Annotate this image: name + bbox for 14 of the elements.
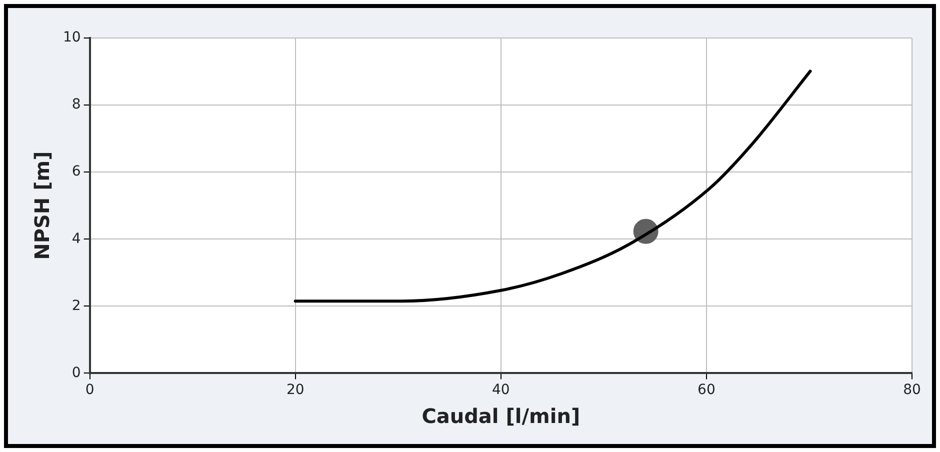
y-tick-label: 6 <box>72 164 81 180</box>
x-tick-label: 20 <box>286 382 304 398</box>
y-tick-label: 0 <box>72 364 81 381</box>
x-axis-title: Caudal [l/min] <box>422 404 580 428</box>
y-tick-label: 4 <box>72 230 81 247</box>
y-tick-label: 8 <box>72 96 81 113</box>
y-tick-label: 10 <box>62 30 81 46</box>
x-tick-label: 60 <box>698 382 716 398</box>
x-tick-label: 40 <box>492 382 510 398</box>
x-tick-label: 80 <box>903 382 921 398</box>
y-tick-label: 2 <box>72 298 81 314</box>
line-series <box>294 70 812 303</box>
y-axis-title: NPSH [m] <box>30 151 54 260</box>
x-tick-label: 0 <box>85 382 94 398</box>
